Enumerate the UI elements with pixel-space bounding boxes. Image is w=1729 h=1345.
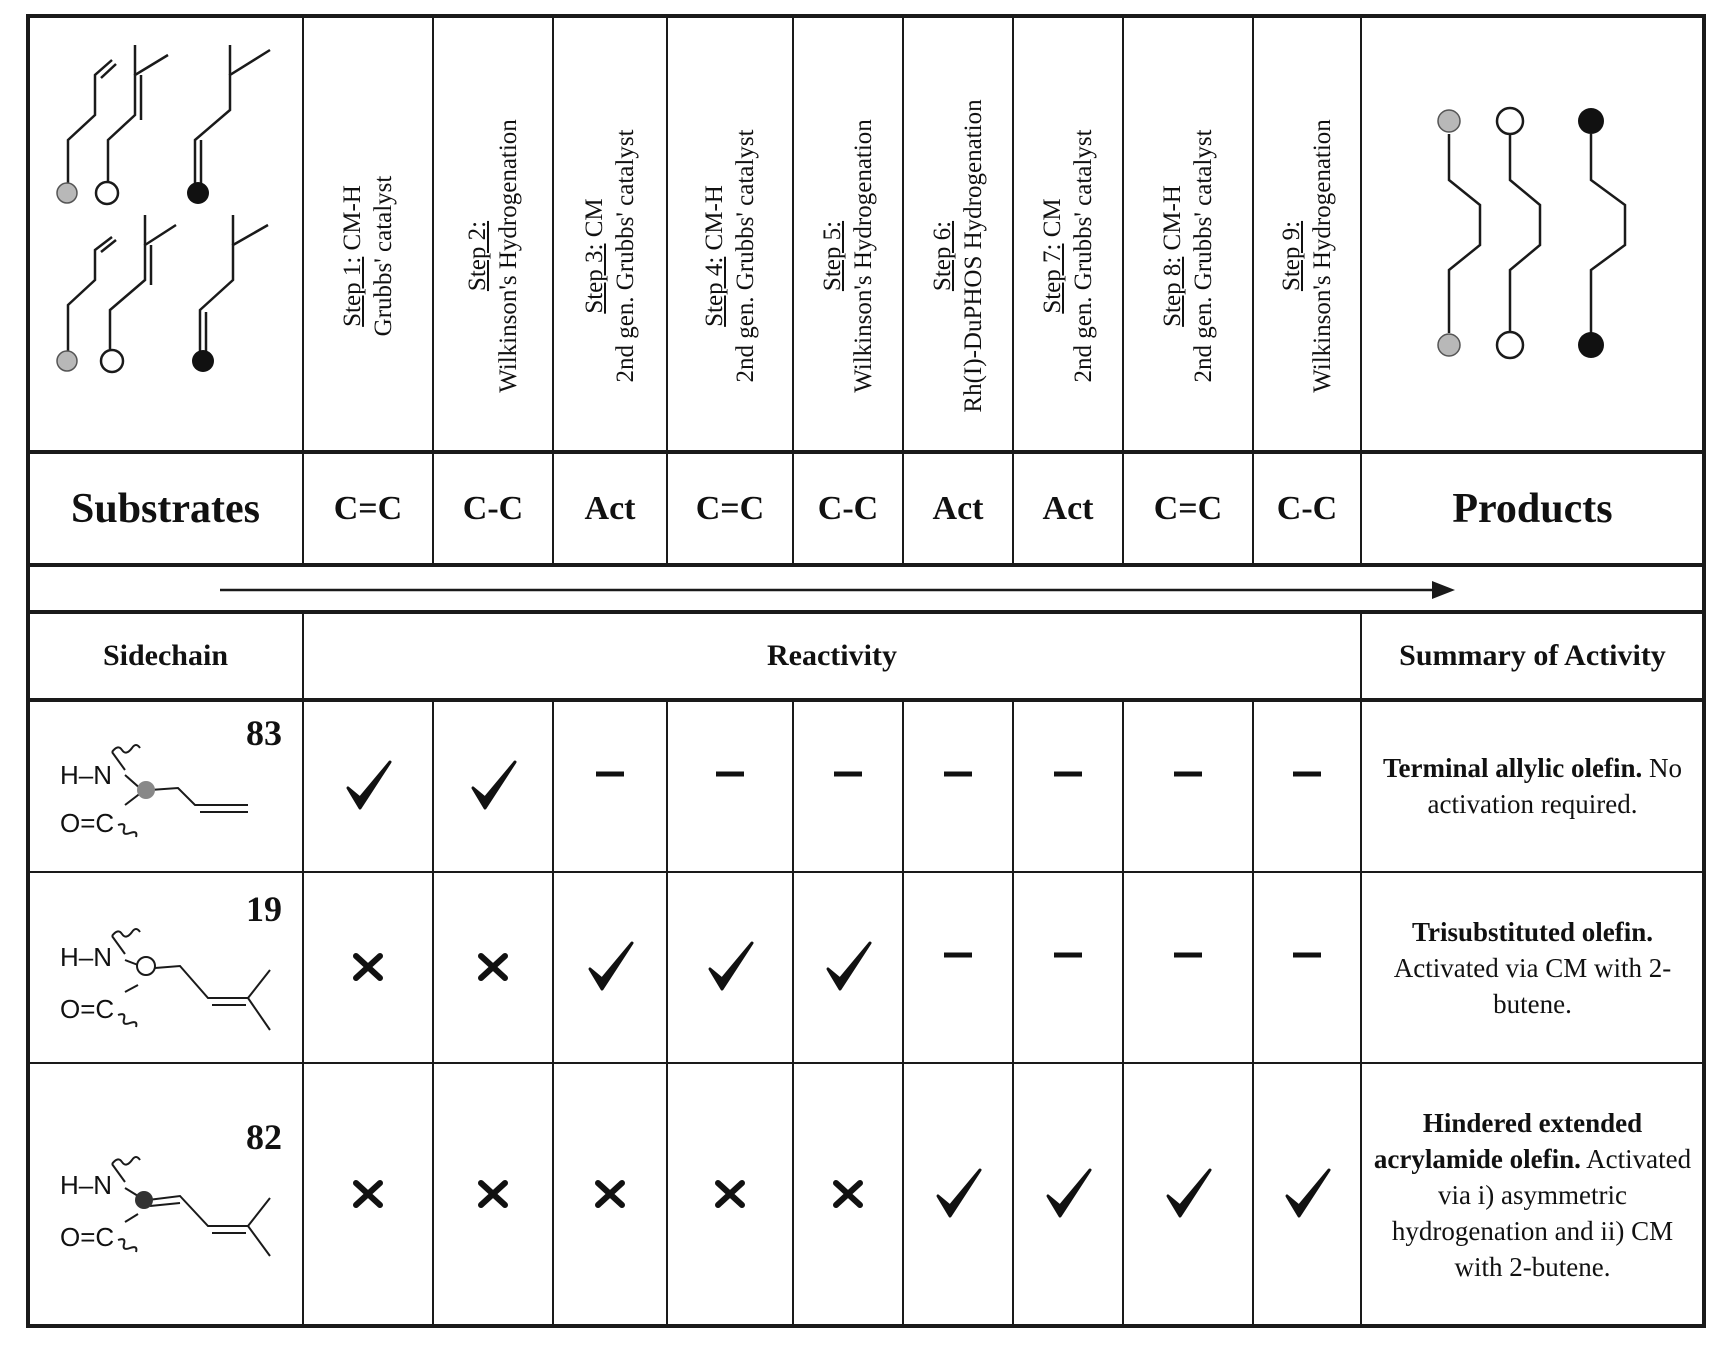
summary-row-19: Trisubstituted olefin. Activated via CM … xyxy=(1393,916,1672,1019)
compound-number-19: 19 xyxy=(246,889,282,929)
row-19-nh-label: H–N xyxy=(60,942,113,972)
step-code-4: C=C xyxy=(695,489,765,527)
products-label: Products xyxy=(1452,485,1613,532)
step-code-6: Act xyxy=(932,489,984,527)
step-code-1: C=C xyxy=(333,489,403,527)
step-header-8: Step 8: CM-H 2nd gen. Grubbs' catalyst xyxy=(1159,129,1217,383)
row-83-nh-label: H–N xyxy=(60,760,113,790)
substrate-atoms xyxy=(56,180,214,374)
step-code-3: Act xyxy=(584,489,636,527)
step-header-7: Step 7: CM 2nd gen. Grubbs' catalyst xyxy=(1039,129,1097,383)
step-header-3: Step 3: CM 2nd gen. Grubbs' catalyst xyxy=(581,129,639,383)
step-header-5: Step 5: Wilkinson's Hydrogenation xyxy=(819,119,877,393)
step-header-1: Step 1: CM-H Grubbs' catalyst xyxy=(339,175,397,337)
row-82-co-label: O=C xyxy=(60,1222,115,1252)
compound-number-82: 82 xyxy=(246,1117,282,1157)
sidechain-19-structure xyxy=(111,928,271,1031)
step-header-6: Step 6: Rh(I)-DuPHOS Hydrogenation xyxy=(929,99,987,413)
process-arrow xyxy=(220,581,1455,599)
product-atoms xyxy=(1437,106,1604,360)
step-code-7: Act xyxy=(1042,489,1094,527)
substrates-label: Substrates xyxy=(70,485,261,532)
compound-number-83: 83 xyxy=(246,713,282,753)
step-code-8: C=C xyxy=(1153,489,1223,527)
step-header-9: Step 9: Wilkinson's Hydrogenation xyxy=(1278,119,1336,393)
products-structures xyxy=(1447,134,1627,333)
step-code-2: C-C xyxy=(462,489,524,527)
sidechain-82-structure xyxy=(111,1156,271,1257)
summary-header: Summary of Activity xyxy=(1399,639,1666,672)
step-header-2: Step 2: Wilkinson's Hydrogenation xyxy=(464,119,522,393)
sidechain-alpha-atoms xyxy=(135,781,156,1209)
sidechain-83-structure xyxy=(111,744,248,838)
step-header-4: Step 4: CM-H 2nd gen. Grubbs' catalyst xyxy=(701,129,759,383)
summary-row-82: Hindered extended acrylamide olefin. Act… xyxy=(1373,1107,1692,1282)
step-code-9: C-C xyxy=(1276,489,1338,527)
row-19-co-label: O=C xyxy=(60,994,115,1024)
substrates-structures xyxy=(66,45,271,358)
reactivity-header: Reactivity xyxy=(767,639,897,672)
step-code-5: C-C xyxy=(817,489,879,527)
sidechain-header: Sidechain xyxy=(102,639,229,672)
row-82-nh-label: H–N xyxy=(60,1170,113,1200)
summary-row-83: Terminal allylic olefin. No activation r… xyxy=(1383,753,1682,819)
row-83-co-label: O=C xyxy=(60,808,115,838)
